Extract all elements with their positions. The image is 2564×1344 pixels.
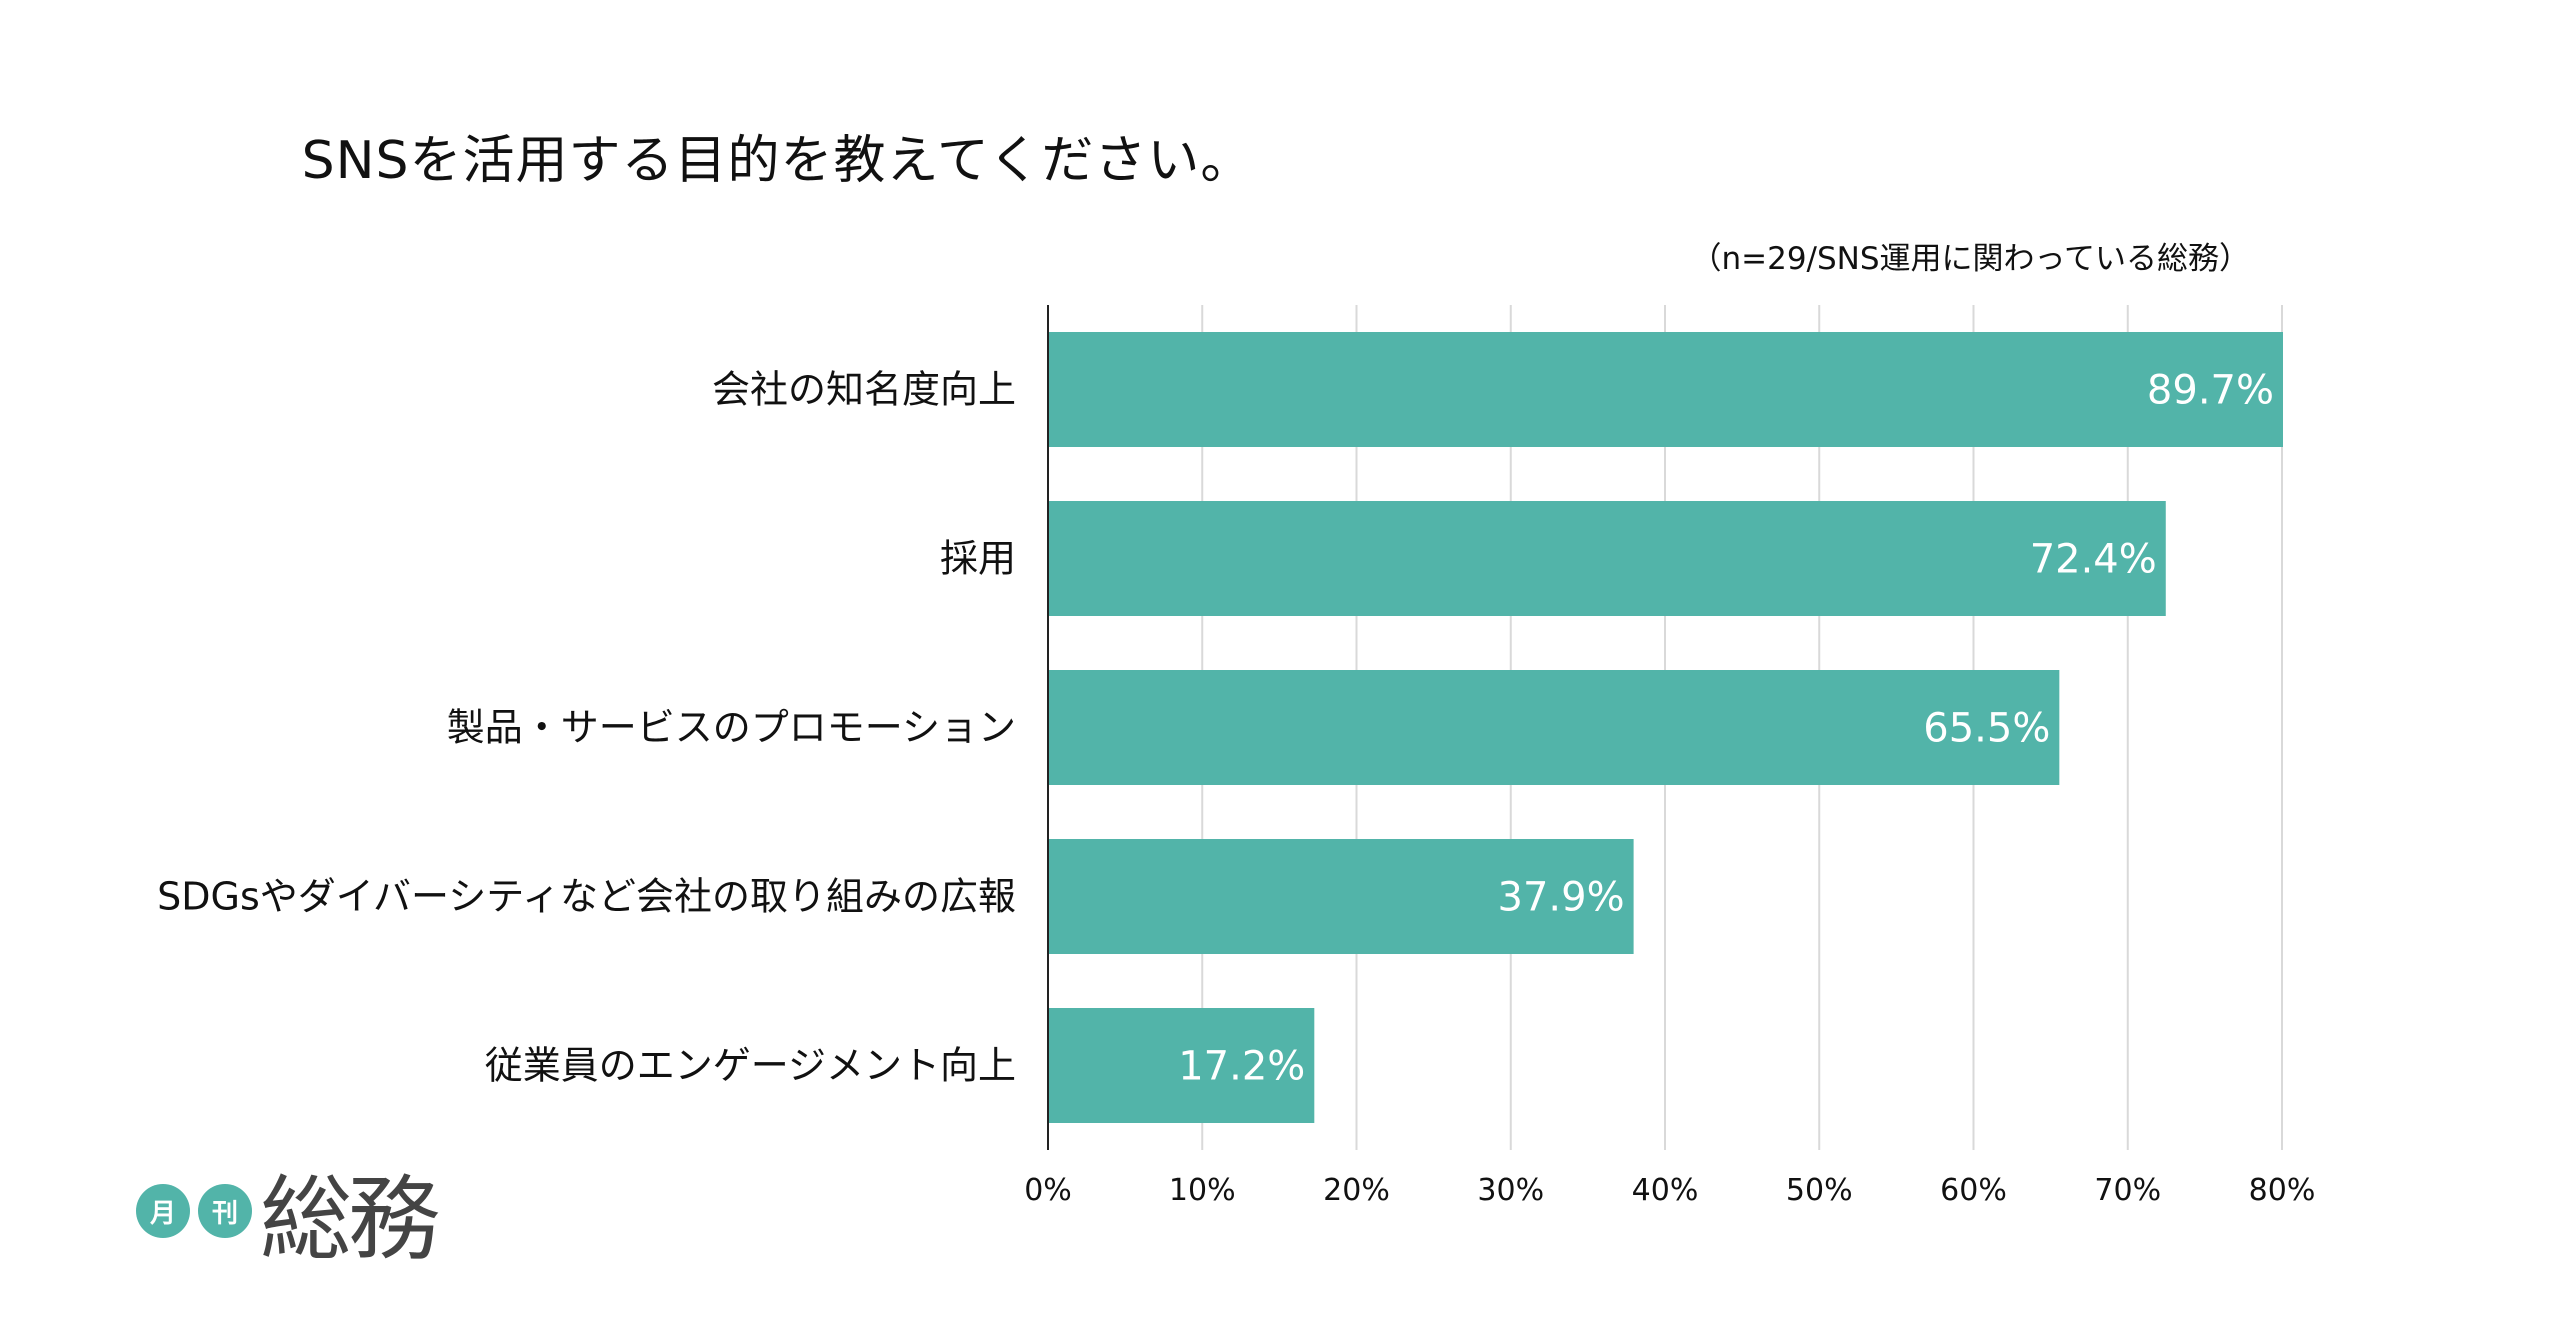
data-label: 65.5% — [1923, 706, 2050, 752]
x-tick-label: 60% — [1940, 1173, 2007, 1208]
bar — [1049, 670, 2060, 785]
x-tick-label: 30% — [1477, 1173, 1544, 1208]
logo-wordmark: 総務 — [260, 1166, 440, 1273]
chart-subtitle: （n=29/SNS運用に関わっている総務） — [1690, 241, 2250, 277]
bars — [1049, 332, 2283, 1123]
x-tick-label: 0% — [1024, 1173, 1072, 1208]
data-label: 72.4% — [2030, 537, 2157, 583]
logo-circle-tsuki: 月 — [136, 1184, 190, 1238]
labels: 会社の知名度向上 89.7% 採用 72.4% 製品・サービスのプロモーション 65.5%… — [157, 368, 2274, 1090]
category-label: SDGsやダイバーシティなど会社の取り組みの広報 — [157, 875, 1016, 919]
category-label: 製品・サービスのプロモーション — [447, 706, 1016, 750]
x-axis-ticks: 0% 10% 20% 30% 40% 50% 60% 70% 80% — [1024, 1173, 2315, 1208]
x-tick-label: 20% — [1323, 1173, 1390, 1208]
chart-title: SNSを活用する目的を教えてください。 — [301, 131, 1254, 191]
data-label: 89.7% — [2147, 368, 2274, 414]
data-label: 17.2% — [1178, 1044, 1305, 1090]
x-tick-label: 80% — [2249, 1173, 2316, 1208]
bar — [1049, 839, 1634, 954]
data-label: 37.9% — [1498, 875, 1625, 921]
category-label: 会社の知名度向上 — [712, 368, 1016, 412]
x-tick-label: 50% — [1786, 1173, 1853, 1208]
category-label: 従業員のエンゲージメント向上 — [485, 1044, 1016, 1088]
x-tick-label: 10% — [1169, 1173, 1236, 1208]
logo-circle-kan: 刊 — [198, 1184, 252, 1238]
bar — [1049, 1008, 1315, 1123]
x-tick-label: 40% — [1632, 1173, 1699, 1208]
x-tick-label: 70% — [2094, 1173, 2161, 1208]
bar — [1049, 332, 2283, 447]
gekkan-somu-logo: 月 刊 総務 — [136, 1174, 440, 1280]
bar — [1049, 501, 2166, 616]
category-label: 採用 — [940, 537, 1016, 581]
